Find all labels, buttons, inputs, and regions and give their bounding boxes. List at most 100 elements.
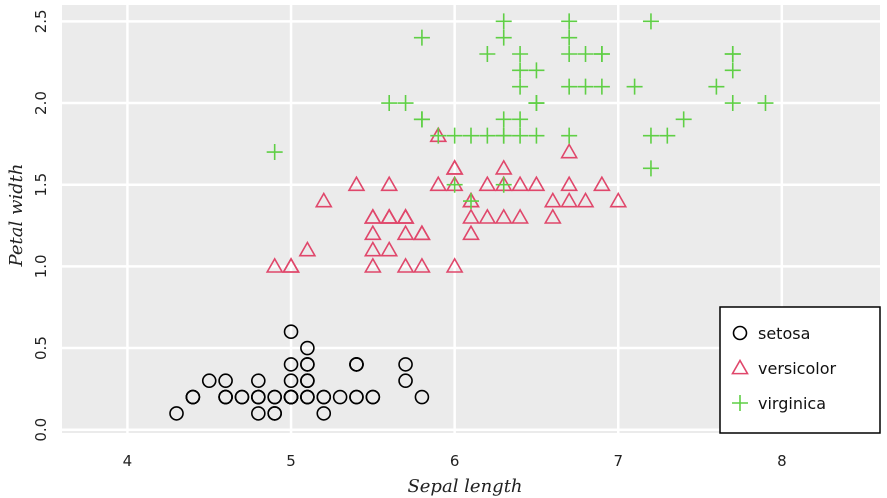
y-tick-label: 1.0 [32, 254, 50, 278]
data-point-virginica [724, 46, 741, 63]
legend: setosa versicolor virginica [719, 306, 881, 434]
data-point-setosa [349, 357, 364, 372]
legend-marker-virginica [732, 395, 748, 411]
data-point-virginica [561, 78, 578, 95]
data-point-setosa [283, 389, 299, 405]
x-axis-ticks: 4 5 6 7 8 [123, 452, 787, 470]
data-point-virginica [528, 127, 545, 144]
data-point-versicolor [445, 257, 464, 273]
data-point-setosa [316, 406, 332, 421]
data-point-virginica [593, 78, 610, 95]
series-virginica [266, 13, 774, 210]
legend-marker-setosa [732, 325, 748, 341]
data-point-virginica [495, 111, 512, 128]
x-tick-label: 5 [286, 452, 296, 470]
data-point-setosa [414, 389, 430, 405]
data-point-setosa [365, 389, 381, 405]
data-point-versicolor [462, 208, 480, 224]
data-point-virginica [430, 127, 447, 144]
data-point-versicolor [396, 224, 415, 241]
data-point-setosa [349, 389, 364, 405]
data-point-setosa [398, 357, 413, 372]
data-point-setosa [201, 373, 217, 389]
data-point-versicolor [560, 191, 579, 208]
data-point-versicolor [380, 175, 399, 192]
data-point-virginica [446, 176, 463, 193]
data-point-virginica [528, 62, 545, 79]
data-point-setosa [283, 357, 299, 372]
data-point-versicolor [347, 175, 366, 192]
data-point-virginica [708, 78, 725, 95]
data-point-setosa [316, 389, 332, 405]
data-point-versicolor [298, 240, 317, 257]
data-point-virginica [495, 13, 512, 30]
data-point-setosa [332, 389, 348, 405]
data-point-virginica [724, 95, 741, 112]
data-point-versicolor [494, 159, 513, 175]
data-point-virginica [577, 46, 594, 63]
data-point-versicolor [593, 175, 611, 192]
data-point-setosa [251, 406, 266, 421]
data-point-virginica [512, 127, 529, 144]
data-point-versicolor [363, 208, 382, 224]
data-point-virginica [495, 29, 512, 46]
x-tick-label: 6 [450, 452, 460, 470]
data-point-virginica [626, 78, 643, 95]
data-point-setosa [185, 389, 201, 405]
data-point-setosa [218, 373, 233, 389]
data-point-virginica [512, 46, 529, 63]
data-point-virginica [413, 29, 430, 46]
data-point-virginica [659, 127, 676, 144]
data-point-virginica [479, 46, 496, 63]
data-point-versicolor [576, 191, 595, 208]
data-point-versicolor [380, 208, 399, 224]
data-point-setosa [218, 389, 233, 405]
data-point-setosa [169, 406, 184, 421]
data-point-setosa [398, 373, 413, 389]
data-point-virginica [266, 144, 283, 161]
data-point-setosa [283, 324, 299, 340]
data-point-versicolor [543, 191, 562, 208]
data-point-versicolor [527, 175, 546, 192]
data-point-versicolor [380, 240, 399, 257]
data-point-virginica [446, 127, 463, 144]
data-point-virginica [528, 95, 545, 112]
data-point-versicolor [413, 257, 431, 273]
data-point-versicolor [363, 240, 382, 257]
data-point-virginica [512, 62, 529, 79]
y-axis-title: Petal width [6, 164, 27, 268]
data-point-virginica [561, 29, 578, 46]
y-tick-label: 0.5 [32, 336, 50, 360]
legend-label-versicolor: versicolor [758, 359, 836, 378]
data-point-virginica [397, 95, 414, 112]
data-point-virginica [642, 127, 659, 144]
data-point-virginica [463, 127, 479, 144]
data-point-versicolor [478, 175, 497, 192]
data-point-versicolor [413, 224, 431, 241]
data-point-versicolor [511, 175, 529, 192]
data-point-versicolor [282, 257, 300, 273]
data-point-virginica [642, 13, 659, 30]
data-point-setosa [267, 406, 282, 421]
data-point-virginica [561, 13, 578, 30]
data-point-versicolor [363, 257, 382, 273]
data-point-setosa [251, 373, 266, 389]
legend-box [719, 306, 881, 434]
x-tick-label: 7 [613, 452, 623, 470]
x-axis-title: Sepal length [407, 476, 522, 497]
data-point-virginica [561, 46, 578, 63]
data-point-virginica [463, 193, 479, 210]
x-tick-label: 8 [777, 452, 787, 470]
data-point-setosa [283, 373, 299, 389]
data-point-virginica [512, 111, 529, 128]
data-point-setosa [300, 340, 315, 356]
data-point-setosa [300, 373, 315, 389]
legend-label-setosa: setosa [758, 324, 810, 343]
x-tick-label: 4 [123, 452, 133, 470]
y-axis-ticks: 0.0 0.5 1.0 1.5 2.0 2.5 [32, 9, 50, 441]
data-point-virginica [561, 127, 578, 144]
data-point-versicolor [265, 257, 284, 273]
data-point-setosa [234, 389, 250, 405]
data-point-virginica [593, 46, 610, 63]
data-point-virginica [479, 127, 496, 144]
